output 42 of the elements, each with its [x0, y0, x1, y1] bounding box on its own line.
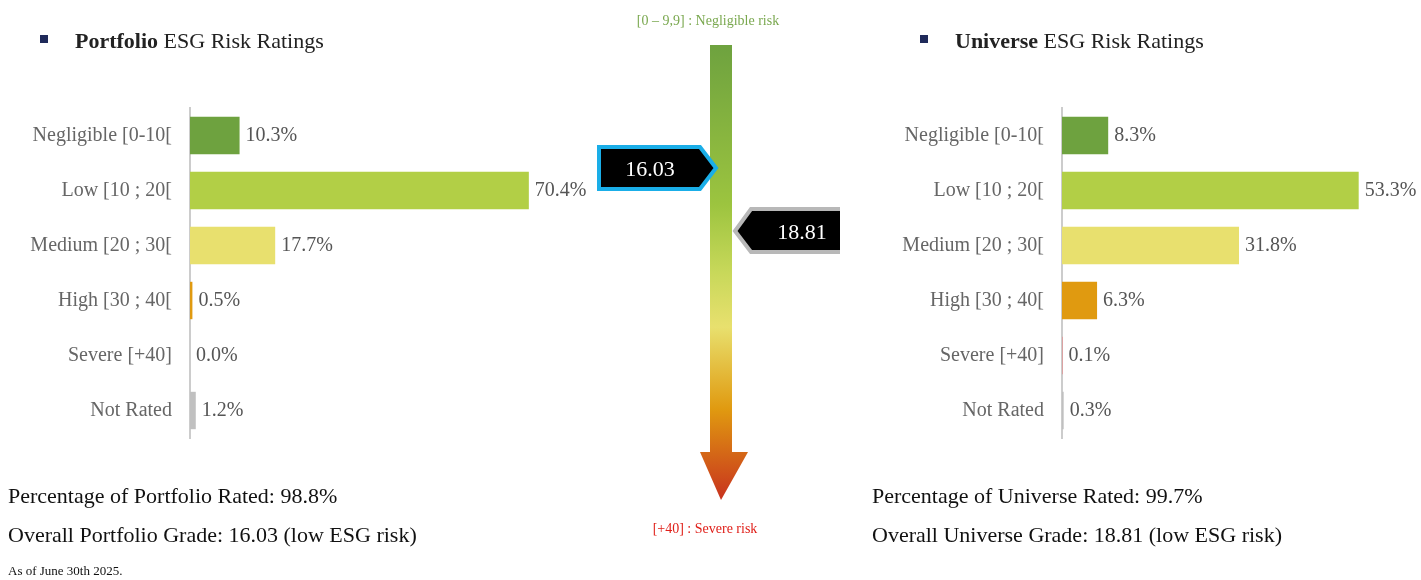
text: 18.81 — [777, 219, 827, 244]
chart-title: Universe ESG Risk Ratings — [955, 28, 1204, 54]
data-label: 70.4% — [534, 177, 587, 200]
data-label: 10.3% — [245, 122, 298, 145]
bar — [1062, 171, 1359, 210]
text: [+40] : Severe risk — [652, 521, 758, 536]
data-label: 0.3% — [1069, 397, 1112, 420]
text: Overall Portfolio Grade: 16.03 (low ESG risk) — [8, 522, 417, 548]
data-label: 31.8% — [1245, 232, 1297, 255]
text: Overall Universe Grade: 18.81 (low ESG risk) — [872, 522, 1282, 548]
data-label: 17.7% — [281, 232, 333, 255]
bar — [190, 171, 529, 210]
y-tick-label: Negligible [0-10[ — [904, 122, 1044, 146]
y-tick-label: Negligible [0-10[ — [32, 122, 172, 146]
data-label: 0.1% — [1068, 342, 1111, 365]
y-tick-label: Severe [+40] — [939, 342, 1044, 365]
y-tick-label: High [30 ; 40[ — [58, 287, 172, 311]
bar — [1062, 281, 1098, 320]
data-label: 0.5% — [198, 287, 241, 310]
y-tick-label: Medium [20 ; 30[ — [30, 232, 172, 255]
data-label: 0.0% — [196, 342, 238, 365]
bar — [1062, 226, 1240, 265]
text: [0 – 9,9] : Negligible risk — [636, 13, 780, 28]
data-label: 6.3% — [1103, 287, 1145, 310]
text: Percentage of Universe Rated: 99.7% — [872, 483, 1203, 509]
bar — [1062, 116, 1109, 155]
data-label: 1.2% — [201, 397, 244, 420]
data-label: 53.3% — [1364, 177, 1417, 200]
bar — [190, 116, 240, 155]
y-tick-label: Not Rated — [90, 397, 172, 420]
text: Percentage of Portfolio Rated: 98.8% — [8, 483, 338, 509]
text: As of June 30th 2025. — [8, 563, 123, 579]
bar — [190, 226, 276, 265]
y-tick-label: Severe [+40] — [67, 342, 172, 365]
text: 16.03 — [625, 156, 675, 181]
data-label: 8.3% — [1114, 122, 1156, 145]
y-tick-label: Medium [20 ; 30[ — [902, 232, 1044, 255]
y-tick-label: Not Rated — [962, 397, 1044, 420]
y-tick-label: Low [10 ; 20[ — [61, 177, 172, 200]
y-tick-label: Low [10 ; 20[ — [933, 177, 1044, 200]
chart-title: Portfolio ESG Risk Ratings — [75, 28, 324, 54]
y-tick-label: High [30 ; 40[ — [930, 287, 1044, 311]
